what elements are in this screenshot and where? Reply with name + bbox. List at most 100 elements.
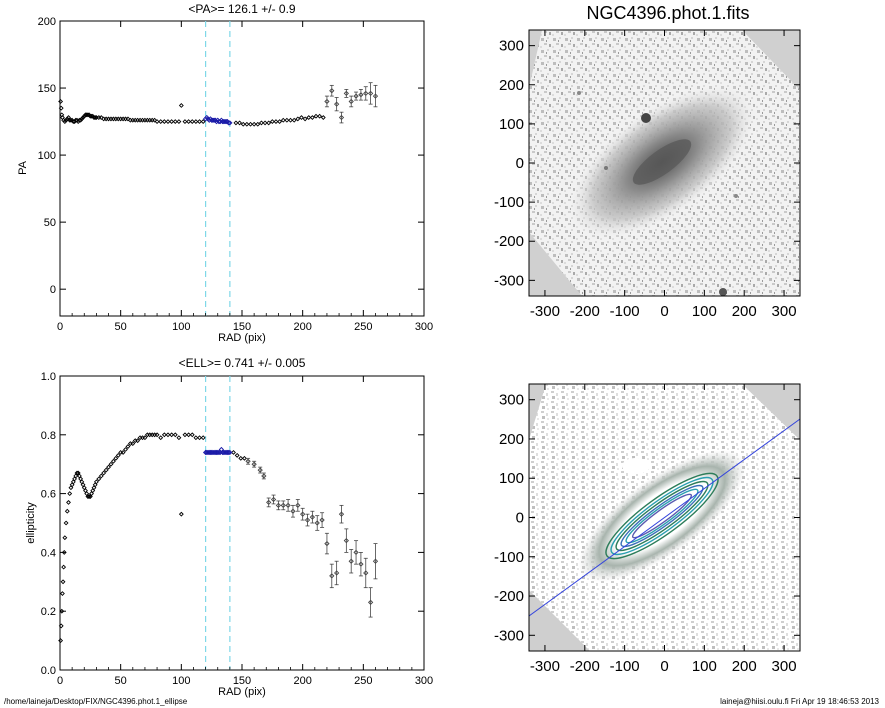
ell-data-point [158,435,164,441]
ell-ytick-label: 0.4 [41,547,56,559]
footer-timestamp: laineja@hiisi.oulu.fi Fri Apr 19 18:46:5… [720,697,879,706]
pa-data-point [269,119,275,125]
ell-data-point [96,476,102,482]
pa-data-point [266,120,272,126]
img1-ytick-label: 0 [516,155,524,172]
ell-data-point [234,452,240,458]
pa-data-point [186,119,192,125]
ell-data-marks [58,376,379,670]
img2-xtick-label: 300 [772,658,797,675]
pa-xtick-label: 250 [354,321,372,333]
img2-ytick-label: -100 [494,549,524,566]
ell-data-point [130,441,136,447]
pa-data-point [329,88,335,94]
ell-axis-ticks: 0 50 100 150 200 250 300 0.0 0.2 0.4 0.6 0.8 1.0 [41,371,433,687]
ell-ytick-label: 0.2 [41,606,56,618]
ell-data-point [110,458,116,464]
ellipticity-profile-panel: <ELL>= 0.741 +/- 0.005 0 50 100 150 200 250 30… [25,356,433,698]
pa-ytick-label: 200 [38,16,56,28]
pa-data-point [73,117,79,123]
ell-data-point [197,435,202,441]
ell-data-point [62,535,68,541]
residual-image [529,384,800,651]
pa-data-point [154,119,160,125]
img1-xtick-label: 100 [692,303,717,320]
pa-data-point [262,120,268,126]
ell-data-point [58,638,64,644]
pa-data-point [343,90,349,97]
img2-ytick-label: 0 [516,510,524,527]
pa-data-point [98,115,104,120]
pa-data-point [64,116,70,122]
pa-data-point [363,90,369,97]
ell-data-point [358,561,364,567]
pa-data-point [317,113,323,119]
ell-data-point [251,461,257,467]
ell-data-point [182,432,188,438]
ell-data-point [165,432,171,438]
img1-ytick-label: 300 [499,38,524,55]
pa-data-point [372,93,379,99]
residual-image-panel: -300 -200 -100 0 100 200 300 300 200 100 0 -100 -200… [494,383,801,675]
pa-xtick-label: 200 [293,321,311,333]
img1-xtick-label: 0 [660,303,668,320]
pa-ytick-label: 50 [44,217,56,229]
ell-data-point [261,473,267,479]
ell-data-point [154,432,160,438]
pa-profile-panel: <PA>= 126.1 +/- 0.9 0 50 100 150 200 250 300 0 5… [17,2,433,344]
pa-xaxis-label: RAD (pix) [218,332,266,344]
pa-data-point [348,98,354,105]
pa-ytick-label: 0 [50,284,56,296]
ell-xtick-label: 200 [293,675,311,687]
pa-data-point [172,119,178,125]
ell-fit-point [226,449,232,456]
ell-ytick-label: 0.8 [41,430,56,442]
pa-panel-title: <PA>= 126.1 +/- 0.9 [188,2,296,16]
pa-data-point [353,93,359,99]
pa-data-point [334,101,340,107]
pa-data-point [302,116,308,122]
pa-xtick-label: 150 [233,321,251,333]
ell-data-point [161,432,167,438]
pa-data-point [178,103,184,108]
pa-data-marks [58,21,379,316]
ell-data-point [59,591,65,596]
ell-data-point [285,502,291,508]
ell-data-point [367,599,374,606]
pa-data-point [197,119,202,125]
img1-xtick-label: -200 [570,303,600,320]
pa-fit-point [211,117,217,123]
ell-data-point [295,502,301,508]
pa-ytick-label: 100 [38,150,56,162]
major-axis-line [529,418,800,617]
ell-data-point [178,511,184,517]
pa-data-point [58,99,64,104]
pa-data-point [62,119,68,125]
ell-data-point [238,455,244,461]
pa-data-point [92,115,98,120]
ell-data-point [58,623,64,629]
ell-data-point [186,432,192,438]
ell-data-point [334,570,340,576]
ell-data-point [257,467,263,473]
ell-data-point [200,435,206,441]
pa-plot-frame [59,20,425,317]
ell-data-point [93,479,99,485]
ell-fit-point [227,449,233,456]
pa-data-point [165,119,171,125]
pa-data-point [176,119,182,125]
img2-xtick-label: 200 [732,658,757,675]
ell-data-point [115,452,121,458]
ell-data-point [372,558,379,564]
ell-data-point [290,508,296,514]
pa-data-point [237,120,243,126]
img2-xtick-label: 100 [692,658,717,675]
pa-data-point [244,121,250,127]
pa-fit-point [223,118,229,125]
ell-xtick-label: 100 [172,675,190,687]
ell-data-point [280,502,286,508]
pa-data-point [78,117,84,123]
img1-xtick-label: -100 [610,303,640,320]
ell-data-point [120,450,126,455]
